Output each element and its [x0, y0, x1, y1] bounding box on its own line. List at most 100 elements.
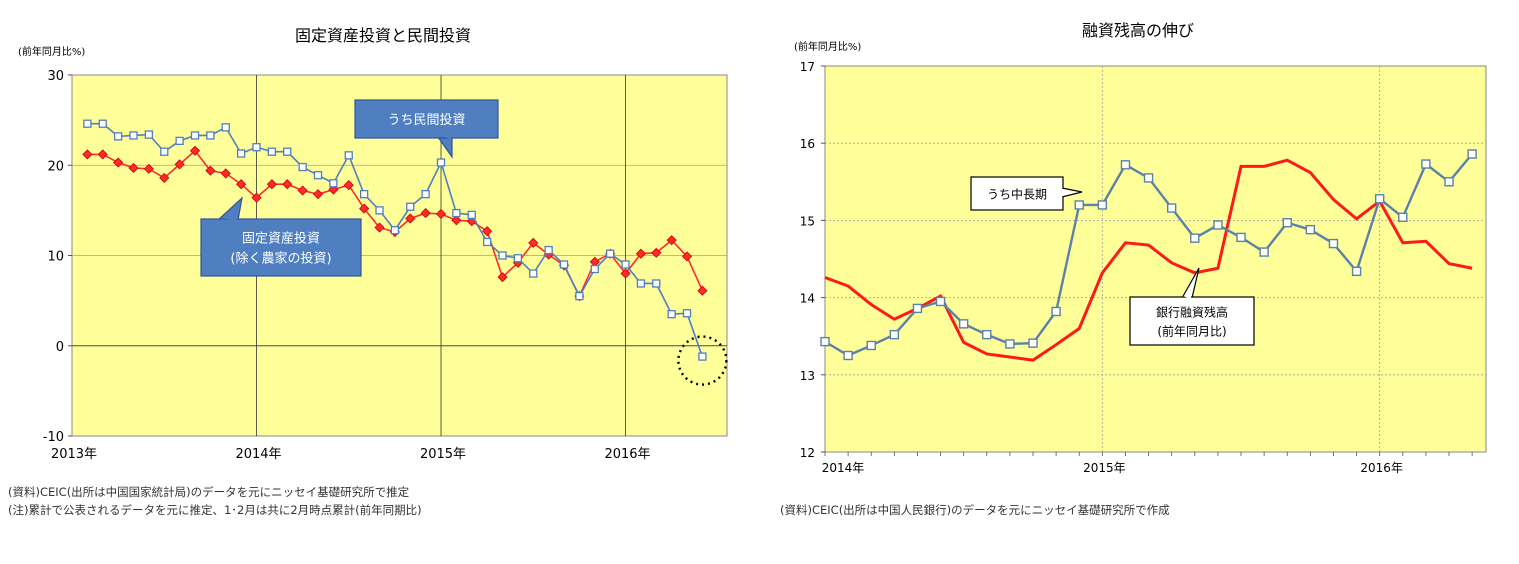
data-point: [174, 159, 185, 170]
callout-joint: [1183, 296, 1191, 299]
y-tick-label: 13: [800, 369, 815, 383]
data-point: [205, 165, 216, 176]
loan-balance-chart: 融資残高の伸び (前年同月比%) 12 13 14 15 16 17 2014年 2015年 2…: [794, 21, 1487, 475]
data-point: [221, 123, 230, 132]
y-tick-label: 0: [56, 340, 64, 355]
data-point: [513, 254, 523, 263]
data-point: [159, 172, 170, 183]
data-point: [220, 168, 231, 179]
data-point: [1166, 203, 1177, 213]
data-point: [452, 208, 461, 218]
data-point: [528, 237, 539, 248]
callout-box: [1129, 296, 1255, 346]
data-point: [1259, 247, 1269, 257]
y-tick-label: 30: [47, 69, 64, 84]
footnote: (注)累計で公表されるデータを元に推定、1･2月は共に2月時点累計(前年同期比): [8, 503, 422, 517]
source-note: (資料)CEIC(出所は中国国家統計局)のデータを元にニッセイ基礎研究所で推定: [8, 485, 410, 499]
data-point: [1074, 200, 1084, 210]
source-note: (資料)CEIC(出所は中国人民銀行)のデータを元にニッセイ基礎研究所で作成: [780, 503, 1170, 517]
data-point: [697, 285, 708, 296]
data-point: [405, 213, 416, 224]
data-point: [1097, 200, 1108, 210]
chart-title: 固定資産投資と民間投資: [295, 26, 471, 45]
data-point: [190, 131, 200, 140]
data-point: [1005, 339, 1015, 349]
data-point: [935, 296, 946, 307]
x-tick-label: 2015年: [420, 447, 466, 462]
data-point: [605, 249, 615, 258]
data-point: [1374, 194, 1385, 204]
data-point: [698, 352, 707, 361]
plot-area: [824, 65, 1487, 453]
callout-joint: [439, 136, 451, 139]
data-point: [590, 264, 599, 274]
data-point: [681, 251, 693, 262]
data-point: [252, 143, 261, 152]
data-point: [1143, 173, 1154, 183]
data-point: [1213, 220, 1223, 230]
data-point: [144, 130, 154, 139]
data-point: [620, 268, 631, 279]
data-point: [313, 171, 323, 180]
data-point: [982, 329, 992, 340]
data-point: [128, 162, 139, 174]
data-point: [559, 260, 569, 269]
callout-joint: [1061, 189, 1064, 196]
x-tick-label: 2016年: [1360, 461, 1403, 475]
data-point: [621, 260, 630, 269]
data-point: [482, 237, 492, 247]
callout-box: [970, 176, 1064, 211]
data-point: [1236, 232, 1246, 243]
data-point: [129, 131, 138, 140]
data-point: [143, 163, 154, 174]
callout-bank-loans: 銀行融資残高 (前年同月比): [1129, 267, 1255, 346]
data-point: [175, 136, 184, 146]
callout-label: 固定資産投資: [242, 231, 320, 247]
data-point: [843, 350, 853, 361]
data-point: [482, 226, 493, 237]
data-point: [636, 279, 646, 288]
data-point: [651, 247, 662, 258]
y-tick-label: 17: [800, 60, 815, 74]
data-point: [343, 180, 354, 191]
data-point: [420, 208, 431, 219]
data-point: [160, 147, 169, 156]
data-point: [820, 336, 830, 347]
data-point: [498, 251, 507, 260]
data-point: [1051, 306, 1061, 317]
data-point: [374, 222, 385, 233]
y-tick-label: 16: [800, 137, 815, 151]
x-tick-label: 2014年: [822, 461, 865, 475]
data-point: [451, 215, 462, 226]
callout-box: [354, 99, 499, 139]
callout-private-investment: うち民間投資: [354, 99, 499, 159]
data-point: [83, 119, 92, 128]
data-point: [206, 131, 215, 140]
data-point: [266, 179, 277, 190]
y-tick-label: 10: [47, 250, 64, 265]
data-point: [283, 147, 292, 156]
data-point: [344, 151, 353, 160]
y-tick-label: 20: [47, 159, 64, 174]
callout-medium-long-term: うち中長期: [970, 176, 1083, 211]
data-point: [375, 206, 384, 215]
data-point: [436, 158, 446, 167]
callout-joint: [219, 218, 237, 221]
callout-label: 銀行融資残高: [1156, 305, 1228, 320]
data-point: [467, 210, 476, 220]
data-point: [958, 319, 969, 329]
data-point: [312, 189, 324, 200]
data-point: [1120, 160, 1131, 170]
data-point: [406, 202, 415, 211]
y-unit-label: (前年同月比%): [18, 45, 85, 58]
callout-label: うち中長期: [987, 187, 1047, 202]
data-point: [435, 208, 447, 220]
data-point: [359, 203, 370, 214]
data-point: [251, 192, 262, 203]
data-point: [359, 189, 369, 199]
chart-title: 融資残高の伸び: [1082, 21, 1194, 40]
data-point: [421, 189, 430, 199]
data-point: [298, 162, 307, 172]
data-point: [529, 269, 538, 278]
data-point: [282, 179, 293, 190]
